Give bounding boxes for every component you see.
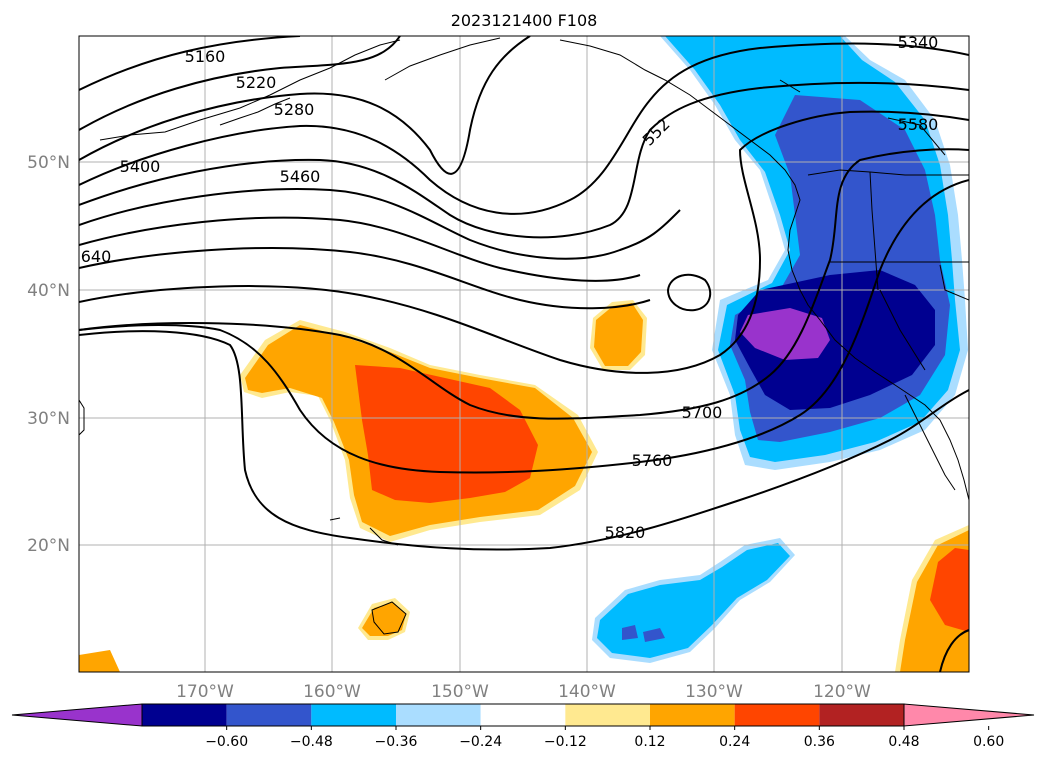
colorbar: −0.60 −0.48 −0.36 −0.24 −0.12 0.12 0.24 0.36 0.4… xyxy=(11,703,1035,750)
lon-label-150w: 150°W xyxy=(431,682,489,702)
colorbar-tick-label: −0.24 xyxy=(459,734,502,750)
colorbar-segment xyxy=(226,704,312,726)
colorbar-extension-high xyxy=(903,703,1035,727)
colorbar-segment xyxy=(819,704,904,726)
contour-label: 5580 xyxy=(898,115,939,134)
negative-anomaly-region xyxy=(660,36,968,470)
map-area: 5160 5220 5280 5340 5400 5460 552 5580 6… xyxy=(79,33,969,672)
colorbar-segment xyxy=(480,704,566,726)
lon-label-120w: 120°W xyxy=(813,682,871,702)
lat-label-20n: 20°N xyxy=(27,536,70,556)
map-title: 2023121400 F108 xyxy=(451,11,598,30)
contour-label: 5280 xyxy=(274,100,315,119)
colorbar-tick-label: 0.48 xyxy=(888,734,919,750)
colorbar-segment xyxy=(311,704,396,726)
contour-label: 5400 xyxy=(120,157,161,176)
colorbar-tick-label: −0.36 xyxy=(375,734,418,750)
colorbar-segment xyxy=(396,704,481,726)
colorbar-tick-label: 0.24 xyxy=(719,734,750,750)
colorbar-tick-label: 0.36 xyxy=(804,734,835,750)
colorbar-extension-low xyxy=(11,703,143,727)
map-grid xyxy=(79,36,969,672)
colorbar-tick-label: 0.12 xyxy=(634,734,665,750)
contour-label: 640 xyxy=(81,247,112,266)
colorbar-segment xyxy=(142,704,227,726)
colorbar-tick-label: 0.60 xyxy=(973,734,1004,750)
lat-label-40n: 40°N xyxy=(27,281,70,301)
lon-label-140w: 140°W xyxy=(558,682,616,702)
lat-label-50n: 50°N xyxy=(27,153,70,173)
contour-label: 5700 xyxy=(682,403,723,422)
colorbar-outline xyxy=(141,703,905,727)
contour-label: 5220 xyxy=(236,73,277,92)
lon-label-160w: 160°W xyxy=(303,682,361,702)
lat-label-30n: 30°N xyxy=(27,409,70,429)
contour-label: 5820 xyxy=(605,523,646,542)
map-frame xyxy=(78,35,970,673)
longitude-labels: 170°W 160°W 150°W 140°W 130°W 120°W xyxy=(176,682,871,702)
contour-label: 5460 xyxy=(280,167,321,186)
colorbar-segment xyxy=(650,704,735,726)
colorbar-segment xyxy=(734,704,820,726)
contour-label: 5340 xyxy=(898,33,939,52)
colorbar-tick-label: −0.12 xyxy=(544,734,587,750)
coastlines xyxy=(79,37,969,635)
contour-label: 5760 xyxy=(632,451,673,470)
colorbar-tick-label: −0.48 xyxy=(290,734,333,750)
southern-negative-patch xyxy=(592,538,795,663)
contour-label: 5160 xyxy=(185,47,226,66)
height-contours xyxy=(79,36,969,672)
latitude-labels: 50°N 40°N 30°N 20°N xyxy=(27,153,70,556)
colorbar-segment xyxy=(565,704,650,726)
lon-label-170w: 170°W xyxy=(176,682,234,702)
colorbar-tick-label: −0.60 xyxy=(205,734,248,750)
lon-label-130w: 130°W xyxy=(685,682,743,702)
